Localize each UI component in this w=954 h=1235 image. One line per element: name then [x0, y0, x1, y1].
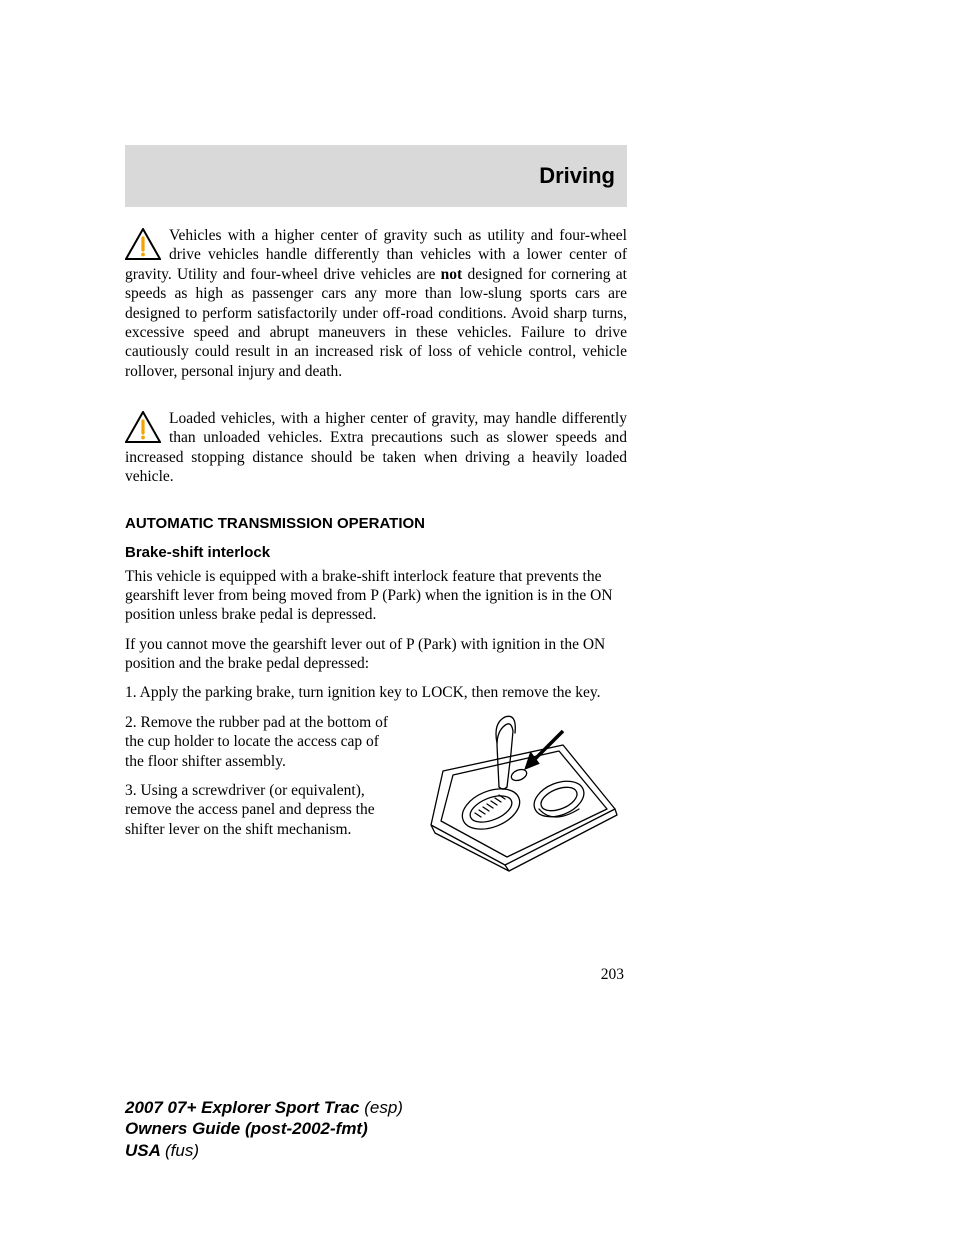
sub-heading-brake-shift: Brake-shift interlock [125, 544, 627, 561]
warning-1-text: Vehicles with a higher center of gravity… [125, 226, 627, 381]
step-1: 1. Apply the parking brake, turn ignitio… [125, 683, 627, 702]
page: Driving Vehicles with a higher center of… [0, 0, 954, 1235]
shifter-diagram [413, 713, 627, 884]
warning-triangle-icon [125, 411, 165, 447]
footer-l2-bold: Owners Guide (post-2002-fmt) [125, 1119, 368, 1138]
warning-block-1: Vehicles with a higher center of gravity… [125, 226, 627, 381]
para-2: If you cannot move the gearshift lever o… [125, 635, 627, 674]
footer-l1-bold: 2007 07+ Explorer Sport Trac [125, 1098, 364, 1117]
chapter-title: Driving [539, 163, 615, 189]
warning-1-bold: not [441, 266, 463, 283]
footer-block: 2007 07+ Explorer Sport Trac (esp) Owner… [125, 1097, 403, 1161]
warning-triangle-icon [125, 228, 165, 264]
step-3: 3. Using a screwdriver (or equivalent), … [125, 781, 399, 839]
footer-line-3: USA (fus) [125, 1140, 403, 1161]
page-number: 203 [601, 966, 624, 984]
footer-line-1: 2007 07+ Explorer Sport Trac (esp) [125, 1097, 403, 1118]
content-area: Vehicles with a higher center of gravity… [125, 226, 627, 892]
step-2: 2. Remove the rubber pad at the bottom o… [125, 713, 399, 771]
footer-l1-italic: (esp) [364, 1098, 403, 1117]
steps-with-diagram: 2. Remove the rubber pad at the bottom o… [125, 713, 627, 884]
section-heading-transmission: AUTOMATIC TRANSMISSION OPERATION [125, 515, 627, 532]
chapter-header-band: Driving [125, 145, 627, 207]
footer-l3-italic: (fus) [165, 1141, 199, 1160]
footer-l3-bold: USA [125, 1141, 165, 1160]
para-1: This vehicle is equipped with a brake-sh… [125, 567, 627, 625]
steps-text-column: 2. Remove the rubber pad at the bottom o… [125, 713, 399, 839]
footer-line-2: Owners Guide (post-2002-fmt) [125, 1118, 403, 1139]
warning-2-text: Loaded vehicles, with a higher center of… [125, 409, 627, 487]
warning-block-2: Loaded vehicles, with a higher center of… [125, 409, 627, 487]
